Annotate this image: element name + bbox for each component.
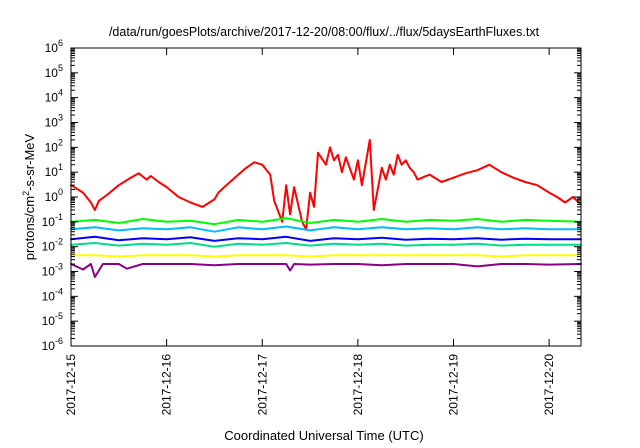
y-tick-label: 10-3: [42, 262, 63, 279]
y-tick-label-base: 10: [42, 289, 56, 303]
y-tick-label-exponent: -6: [55, 336, 63, 346]
y-tick-label: 105: [45, 63, 63, 80]
series-line-6: [70, 254, 582, 258]
y-tick-label-base: 10: [45, 41, 59, 55]
y-tick-label: 10-4: [42, 286, 63, 303]
y-axis-title-superscript: 2: [21, 191, 31, 196]
chart-title: /data/run/goesPlots/archive/2017-12-20/0…: [109, 25, 540, 39]
y-tick-label-base: 10: [45, 91, 59, 105]
y-tick-label: 103: [45, 113, 63, 130]
y-tick-label-exponent: 5: [58, 63, 63, 73]
y-tick-label-exponent: -5: [55, 311, 63, 321]
y-tick-label-base: 10: [42, 265, 56, 279]
x-tick-label: 2017-12-16: [160, 354, 174, 416]
y-tick-label: 102: [45, 137, 63, 154]
series-line-4: [70, 235, 582, 242]
y-tick-label-exponent: 1: [58, 162, 63, 172]
y-axis-title-part-2: -s-sr-MeV: [22, 133, 37, 190]
series-line-1: [70, 138, 582, 231]
x-tick-label: 2017-12-17: [255, 354, 269, 416]
plot-frame: [70, 47, 582, 347]
y-tick-label-base: 10: [45, 190, 59, 204]
y-axis-title-part-1: protons/cm: [22, 196, 37, 260]
y-tick-label: 10-5: [42, 311, 63, 328]
y-tick-label-exponent: 3: [58, 113, 63, 123]
series-layer: [70, 138, 582, 278]
plot-area: 10-610-510-410-310-210-11001011021031041…: [42, 38, 582, 415]
series-line-2: [70, 217, 582, 226]
y-tick-label-base: 10: [45, 116, 59, 130]
y-tick-label: 10-1: [42, 212, 63, 229]
y-tick-label-base: 10: [45, 66, 59, 80]
y-axis-title: protons/cm2-s-sr-MeV: [21, 133, 37, 260]
x-tick-label: 2017-12-19: [447, 354, 461, 416]
y-tick-label-exponent: 2: [58, 137, 63, 147]
series-line-5: [70, 242, 582, 248]
y-tick-label-base: 10: [45, 165, 59, 179]
y-tick-label-base: 10: [45, 140, 59, 154]
y-tick-label: 100: [45, 187, 63, 204]
series-line-7: [70, 263, 582, 278]
y-tick-label-exponent: 6: [58, 38, 63, 48]
y-tick-label-exponent: -4: [55, 286, 63, 296]
x-axis-ticks: 2017-12-15 2017-12-16 2017-12-17 2017-12-18…: [64, 48, 556, 415]
y-tick-label-base: 10: [42, 314, 56, 328]
x-tick-label: 2017-12-20: [542, 354, 556, 416]
y-tick-label-exponent: -2: [55, 237, 63, 247]
y-tick-label-exponent: 4: [58, 88, 63, 98]
y-tick-label-base: 10: [42, 215, 56, 229]
y-tick-label: 10-6: [42, 336, 63, 353]
x-axis-title: Coordinated Universal Time (UTC): [224, 428, 423, 443]
x-tick-label: 2017-12-15: [64, 354, 78, 416]
y-tick-label-exponent: 0: [58, 187, 63, 197]
y-tick-label-exponent: -1: [55, 212, 63, 222]
y-tick-label: 101: [45, 162, 63, 179]
series-line-3: [70, 225, 582, 233]
x-tick-label: 2017-12-18: [351, 354, 365, 416]
y-tick-label-base: 10: [42, 240, 56, 254]
y-tick-label: 10-2: [42, 237, 63, 254]
y-axis-ticks: 10-610-510-410-310-210-11001011021031041…: [42, 38, 581, 353]
y-tick-label: 104: [45, 88, 63, 105]
y-tick-label-exponent: -3: [55, 262, 63, 272]
y-tick-label: 106: [45, 38, 63, 55]
y-tick-label-base: 10: [42, 339, 56, 353]
